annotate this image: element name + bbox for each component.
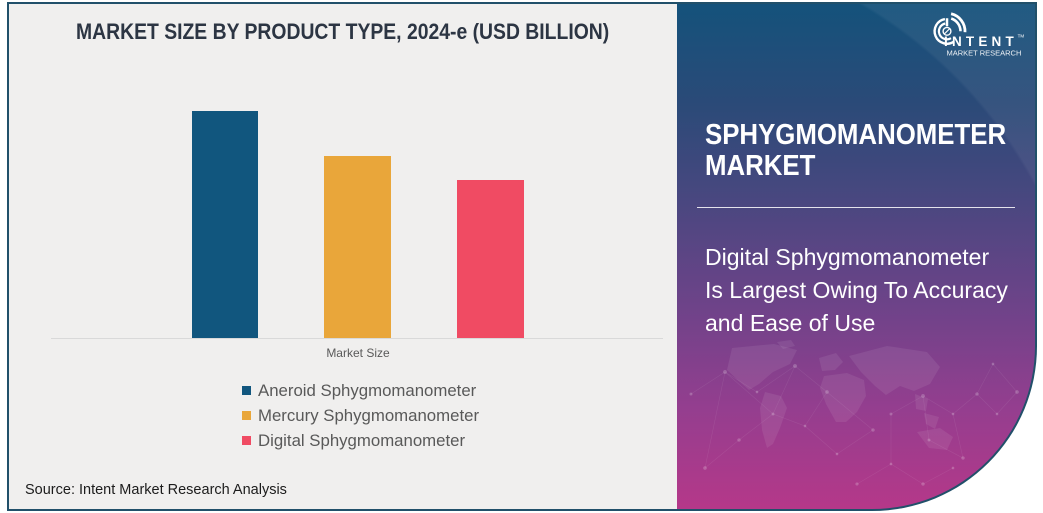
svg-text:INTENT: INTENT — [944, 34, 1018, 49]
svg-text:TM: TM — [1018, 34, 1025, 39]
svg-text:MARKET RESEARCH: MARKET RESEARCH — [947, 49, 1022, 58]
